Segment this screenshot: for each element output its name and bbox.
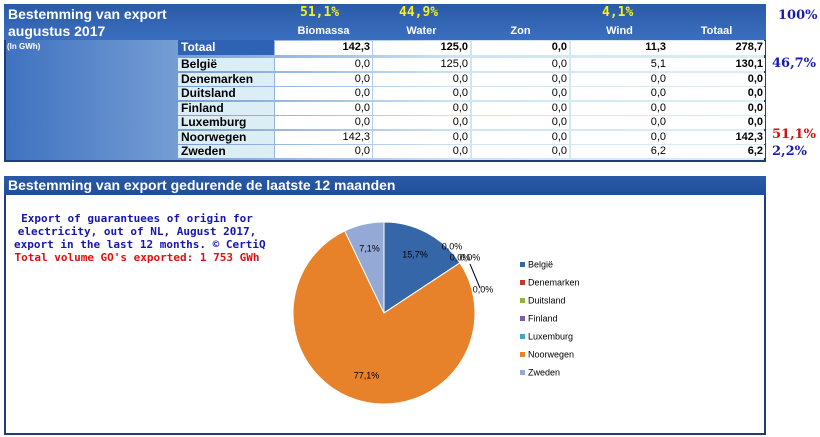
annotation: electricity, out of NL, August 2017, [17, 225, 257, 238]
column-header: Wind [606, 25, 633, 37]
total-cell: 142,3 [275, 41, 372, 55]
row-cell: 0,0 [275, 145, 372, 158]
annotation: export in the last 12 months. © CertiQ [14, 238, 266, 251]
annotation: Export of guarantuees of origin for [21, 212, 253, 225]
pie-label: 0,0% [460, 252, 481, 262]
legend-swatch [520, 334, 525, 339]
row-cell: 142,3 [668, 130, 765, 144]
chart-title: Bestemming van export gedurende de laats… [4, 176, 766, 195]
legend-label: Zweden [528, 367, 560, 377]
pie-slice [383, 221, 461, 314]
pie-label: 0,0% [450, 252, 471, 262]
legend-label: Noorwegen [528, 349, 574, 359]
row-cell: 0,0 [571, 130, 668, 144]
pie-label: 77,1% [354, 371, 380, 381]
row-cell: 0,0 [571, 101, 668, 115]
column-header: Biomassa [297, 25, 350, 37]
legend-label: Duitsland [528, 295, 566, 305]
pie-label: 0,0% [473, 284, 494, 294]
table-subtitle: augustus 2017 [8, 23, 106, 39]
column-header: Totaal [700, 25, 733, 37]
row-cell: 142,3 [275, 130, 372, 144]
legend-label: Denemarken [528, 277, 580, 287]
row-cell: 0,0 [668, 101, 765, 115]
row-cell: 0,0 [275, 87, 372, 100]
unit-label: (In GWh) [7, 42, 41, 51]
column-header: Water [406, 25, 437, 37]
row-cell: 0,0 [275, 72, 372, 86]
row-cell: 0,0 [472, 58, 569, 71]
share-label: 4,1% [602, 5, 634, 20]
row-cell: 0,0 [275, 116, 372, 129]
share-label: 51,1% [300, 5, 340, 20]
row-cell: 0,0 [472, 101, 569, 115]
row-cell: 0,0 [571, 87, 668, 100]
annotation-total: Total volume GO's exported: 1 753 GWh [14, 251, 260, 264]
row-cell: 125,0 [373, 58, 470, 71]
side-percentage: 2,2% [772, 144, 807, 159]
row-cell: 0,0 [373, 130, 470, 144]
table-header-band [4, 4, 766, 40]
pie-label: 0,0% [442, 241, 463, 251]
row-cell: 130,1 [668, 58, 765, 71]
table-title: Bestemming van export [8, 6, 167, 22]
total-cell: 125,0 [373, 41, 470, 55]
row-label: Zweden [178, 145, 274, 158]
row-cell: 0,0 [373, 87, 470, 100]
row-cell: 0,0 [472, 87, 569, 100]
row-cell: 0,0 [373, 116, 470, 129]
leader-line [469, 263, 481, 289]
row-cell: 6,2 [571, 145, 668, 158]
total-cell: 278,7 [668, 41, 765, 55]
row-cell: 0,0 [668, 116, 765, 129]
row-cell: 0,0 [275, 58, 372, 71]
legend-swatch [520, 352, 525, 357]
legend-label: Luxemburg [528, 331, 573, 341]
total-cell: 0,0 [472, 41, 569, 55]
row-label: Finland [178, 101, 274, 115]
row-cell: 6,2 [668, 145, 765, 158]
row-cell: 5,1 [571, 58, 668, 71]
row-label: België [178, 58, 274, 71]
share-label: 44,9% [399, 5, 439, 20]
legend-swatch [520, 262, 525, 267]
total-cell: 11,3 [571, 41, 668, 55]
legend-label: België [528, 259, 553, 269]
side-percentage: 51,1% [772, 127, 817, 142]
side-percentage: 100% [778, 8, 818, 23]
column-header: Zon [510, 25, 531, 37]
row-label: Noorwegen [178, 130, 274, 144]
pie-slice [292, 230, 476, 405]
row-cell: 0,0 [472, 130, 569, 144]
pie-label: 15,7% [402, 250, 428, 260]
legend-swatch [520, 280, 525, 285]
total-label: Totaal [178, 40, 274, 55]
legend-swatch [520, 298, 525, 303]
row-cell: 0,0 [472, 145, 569, 158]
legend-label: Finland [528, 313, 558, 323]
legend-swatch [520, 370, 525, 375]
row-cell: 0,0 [275, 101, 372, 115]
pie-slice [344, 221, 385, 314]
side-percentage: 46,7% [772, 56, 817, 71]
legend-swatch [520, 316, 525, 321]
row-cell: 0,0 [373, 101, 470, 115]
row-label: Denemarken [178, 72, 274, 86]
row-cell: 0,0 [571, 116, 668, 129]
row-cell: 0,0 [472, 116, 569, 129]
row-label: Duitsland [178, 87, 274, 100]
row-cell: 0,0 [373, 72, 470, 86]
pie-label: 7,1% [359, 243, 380, 253]
row-label: Luxemburg [178, 116, 274, 129]
row-cell: 0,0 [668, 87, 765, 100]
row-cell: 0,0 [668, 72, 765, 86]
row-cell: 0,0 [571, 72, 668, 86]
row-cell: 0,0 [373, 145, 470, 158]
row-cell: 0,0 [472, 72, 569, 86]
